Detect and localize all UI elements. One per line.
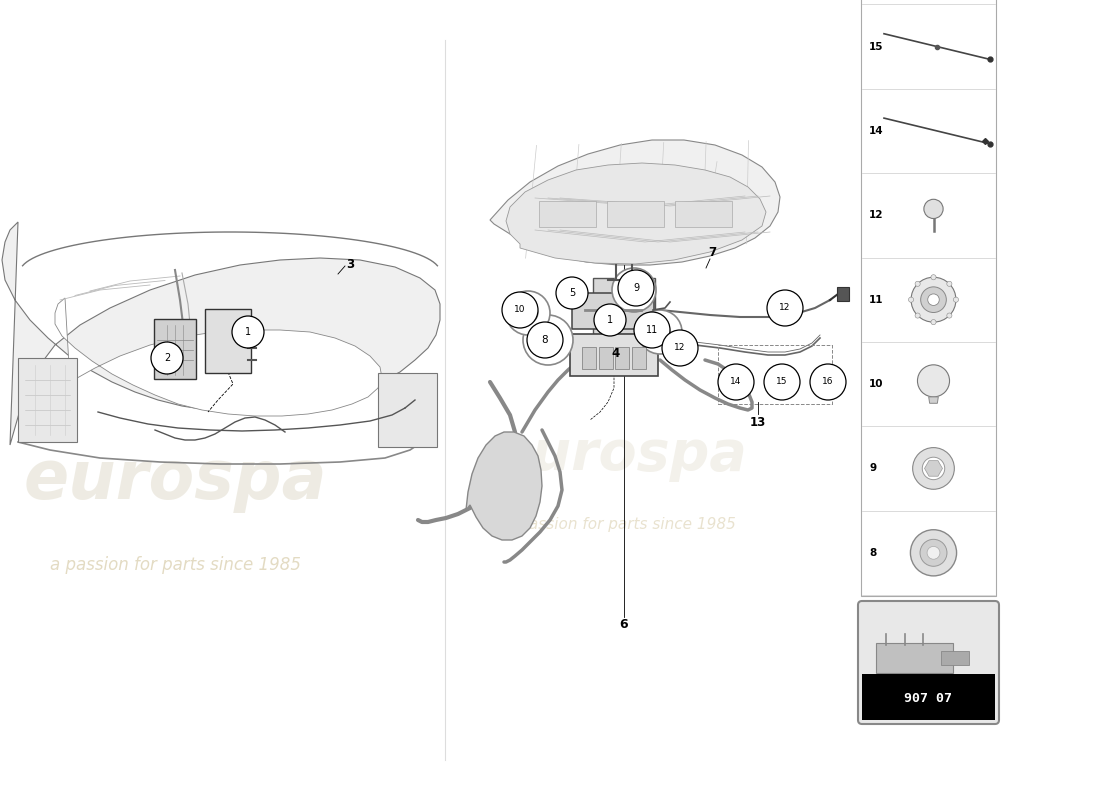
FancyBboxPatch shape — [607, 201, 664, 227]
Text: 6: 6 — [619, 618, 628, 631]
Circle shape — [718, 364, 754, 400]
Text: a passion for parts since 1985: a passion for parts since 1985 — [505, 518, 736, 533]
Text: 1: 1 — [245, 327, 251, 337]
Polygon shape — [506, 163, 766, 264]
Circle shape — [506, 291, 550, 335]
Circle shape — [947, 313, 952, 318]
Text: eurospa: eurospa — [23, 447, 327, 513]
Text: 1: 1 — [607, 315, 613, 325]
Text: 15: 15 — [777, 378, 788, 386]
Text: 16: 16 — [823, 378, 834, 386]
FancyBboxPatch shape — [858, 601, 999, 724]
Text: 12: 12 — [674, 343, 685, 353]
Text: 3: 3 — [345, 258, 354, 271]
FancyBboxPatch shape — [572, 293, 654, 329]
Circle shape — [650, 322, 670, 342]
Circle shape — [909, 297, 914, 302]
Text: 11: 11 — [869, 294, 883, 305]
Text: 13: 13 — [750, 415, 766, 429]
Circle shape — [662, 330, 698, 366]
FancyBboxPatch shape — [205, 309, 251, 373]
Circle shape — [232, 316, 264, 348]
Text: 9: 9 — [869, 463, 876, 474]
Circle shape — [810, 364, 846, 400]
Text: eurospa: eurospa — [494, 428, 747, 482]
Circle shape — [927, 294, 939, 306]
Circle shape — [915, 282, 921, 286]
Circle shape — [911, 530, 957, 576]
Circle shape — [924, 199, 943, 218]
FancyBboxPatch shape — [862, 674, 996, 720]
Circle shape — [543, 335, 553, 345]
Circle shape — [931, 274, 936, 280]
Polygon shape — [924, 461, 943, 476]
Circle shape — [522, 315, 573, 365]
Polygon shape — [55, 298, 382, 416]
FancyBboxPatch shape — [539, 201, 596, 227]
Text: 4: 4 — [612, 347, 620, 360]
Circle shape — [915, 313, 921, 318]
Circle shape — [927, 546, 939, 559]
Polygon shape — [466, 432, 542, 540]
Circle shape — [947, 282, 952, 286]
Circle shape — [913, 447, 955, 490]
Circle shape — [624, 280, 644, 300]
Circle shape — [612, 268, 656, 312]
FancyBboxPatch shape — [18, 358, 77, 442]
Polygon shape — [928, 397, 938, 403]
Text: 15: 15 — [869, 42, 883, 51]
FancyBboxPatch shape — [378, 373, 437, 447]
Circle shape — [618, 270, 654, 306]
Circle shape — [638, 310, 682, 354]
Text: 12: 12 — [869, 210, 883, 220]
Circle shape — [917, 365, 949, 397]
Text: 9: 9 — [632, 283, 639, 293]
Circle shape — [556, 277, 588, 309]
Circle shape — [954, 297, 958, 302]
Text: 10: 10 — [869, 379, 883, 389]
FancyBboxPatch shape — [876, 643, 953, 673]
Circle shape — [634, 312, 670, 348]
Circle shape — [594, 304, 626, 336]
FancyBboxPatch shape — [861, 0, 996, 596]
FancyBboxPatch shape — [570, 334, 658, 376]
FancyBboxPatch shape — [582, 347, 596, 369]
FancyBboxPatch shape — [940, 651, 969, 665]
Polygon shape — [490, 140, 780, 265]
Text: 14: 14 — [869, 126, 883, 136]
Circle shape — [920, 539, 947, 566]
Text: 907 07: 907 07 — [904, 692, 953, 705]
Text: 2: 2 — [164, 353, 170, 363]
Circle shape — [931, 319, 936, 325]
FancyBboxPatch shape — [837, 287, 849, 301]
FancyBboxPatch shape — [593, 278, 654, 334]
Text: a passion for parts since 1985: a passion for parts since 1985 — [50, 556, 300, 574]
Text: 7: 7 — [708, 246, 716, 258]
Circle shape — [502, 292, 538, 328]
Circle shape — [767, 290, 803, 326]
Text: 12: 12 — [779, 303, 791, 313]
Circle shape — [518, 303, 538, 323]
Circle shape — [764, 364, 800, 400]
Circle shape — [911, 278, 956, 322]
Circle shape — [922, 458, 945, 480]
Circle shape — [921, 287, 946, 313]
Circle shape — [151, 342, 183, 374]
Text: 14: 14 — [730, 378, 741, 386]
Polygon shape — [2, 222, 440, 445]
Text: 10: 10 — [515, 306, 526, 314]
Text: 5: 5 — [569, 288, 575, 298]
Text: 11: 11 — [646, 325, 658, 335]
FancyBboxPatch shape — [675, 201, 732, 227]
Text: 8: 8 — [541, 335, 548, 345]
FancyBboxPatch shape — [615, 347, 629, 369]
FancyBboxPatch shape — [600, 347, 613, 369]
FancyBboxPatch shape — [154, 319, 196, 379]
FancyBboxPatch shape — [632, 347, 646, 369]
Text: 8: 8 — [869, 548, 877, 558]
Circle shape — [536, 328, 560, 352]
Circle shape — [527, 322, 563, 358]
